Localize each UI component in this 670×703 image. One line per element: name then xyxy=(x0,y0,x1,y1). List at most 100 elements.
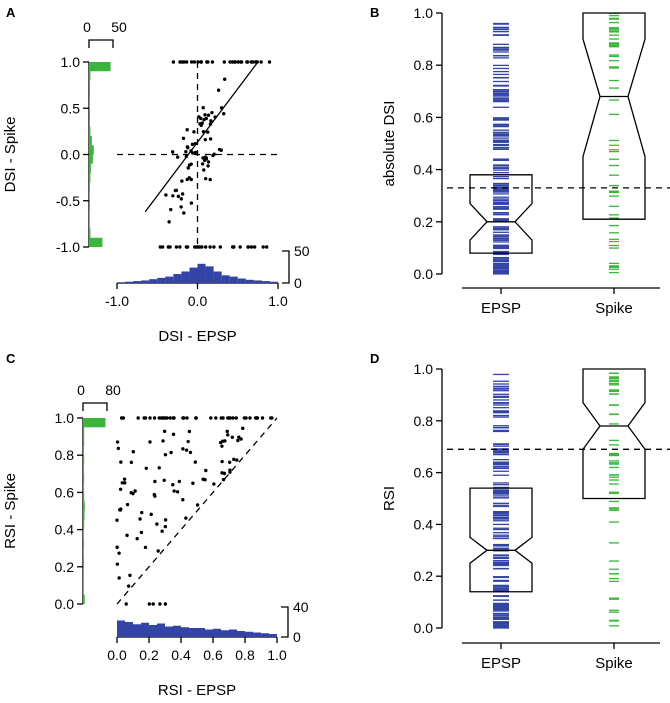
scatter-point xyxy=(147,602,152,606)
top-hist-bar xyxy=(245,279,254,283)
side-hist-bar xyxy=(89,237,103,247)
scatter-point xyxy=(184,516,188,520)
y-tick-label: 0.2 xyxy=(55,559,75,575)
scatter-point xyxy=(184,245,189,249)
top-hist-bar xyxy=(141,622,149,637)
side-hist-bar xyxy=(89,117,90,127)
side-hist-bar xyxy=(83,427,85,437)
top-hist-bar xyxy=(189,267,198,283)
scatter-point xyxy=(230,435,235,439)
category-label: Spike xyxy=(595,655,633,672)
scatter-point xyxy=(186,166,190,170)
category-label: Spike xyxy=(595,300,633,317)
scatter-point xyxy=(118,508,123,512)
side-hist-bar xyxy=(89,80,90,90)
scatter-point xyxy=(208,245,212,249)
top-hist-tick-label: 40 xyxy=(293,599,309,615)
side-hist-bar xyxy=(83,418,106,428)
scatter-point xyxy=(206,113,211,117)
scatter-point xyxy=(115,562,120,566)
scatter-point xyxy=(118,487,123,492)
top-hist-bar xyxy=(221,275,230,283)
y-tick-label: 0.5 xyxy=(61,100,81,116)
scatter-point xyxy=(188,450,193,455)
scatter-point xyxy=(193,460,198,464)
top-hist-bar xyxy=(205,266,214,283)
scatter-point xyxy=(191,481,195,485)
scatter-point xyxy=(133,489,137,493)
scatter-point xyxy=(122,477,127,481)
scatter-point xyxy=(163,453,168,457)
scatter-point xyxy=(116,446,121,451)
x-axis-title: DSI - EPSP xyxy=(158,328,236,345)
scatter-point xyxy=(179,205,183,209)
scatter-point xyxy=(222,60,226,64)
x-tick-label: 0.6 xyxy=(203,647,223,663)
scatter-point xyxy=(203,113,207,117)
scatter-point xyxy=(180,179,184,183)
scatter-point xyxy=(222,112,226,116)
top-hist-bar xyxy=(165,276,174,283)
side-hist-bar xyxy=(83,436,85,446)
scatter-point xyxy=(204,156,209,160)
top-hist-bar xyxy=(173,274,182,283)
side-hist-bar xyxy=(89,163,91,173)
y-tick-label: 0.8 xyxy=(55,447,75,463)
top-hist-bar xyxy=(229,629,237,637)
x-tick-label: 0.2 xyxy=(139,647,159,663)
x-tick-label: 1.0 xyxy=(267,647,287,663)
top-hist-bar xyxy=(133,281,142,283)
scatter-point xyxy=(232,457,236,462)
top-hist-bar xyxy=(197,628,205,637)
scatter-point xyxy=(213,115,217,119)
top-hist-bar xyxy=(133,624,141,637)
scatter-point xyxy=(139,530,144,535)
scatter-point xyxy=(221,477,226,482)
scatter-point xyxy=(248,416,252,420)
scatter-point xyxy=(267,60,272,64)
scatter-point xyxy=(201,156,205,160)
category-label: EPSP xyxy=(481,655,521,672)
scatter-point xyxy=(131,450,135,454)
scatter-point xyxy=(163,524,168,529)
scatter-point xyxy=(187,429,192,434)
top-hist-bar xyxy=(117,282,126,283)
side-hist-bar xyxy=(89,136,92,146)
scatter-point xyxy=(246,245,250,249)
unity-line xyxy=(116,417,278,605)
scatter-point xyxy=(171,194,175,198)
side-hist-bar xyxy=(89,210,90,220)
side-hist-tick-label: 80 xyxy=(105,382,121,398)
top-hist-bar xyxy=(269,634,277,637)
y-tick-label: 1.0 xyxy=(414,5,434,21)
scatter-point xyxy=(115,518,119,522)
scatter-point xyxy=(163,518,168,522)
scatter-point xyxy=(226,433,230,437)
scatter-point xyxy=(158,602,162,606)
scatter-point xyxy=(234,416,238,420)
scatter-point xyxy=(167,220,171,224)
scatter-point xyxy=(227,416,231,420)
top-hist-bar xyxy=(261,281,270,283)
scatter-point xyxy=(125,502,130,507)
scatter-point xyxy=(160,529,164,533)
x-tick-label: 0.4 xyxy=(171,647,191,663)
y-tick-label: 0.2 xyxy=(414,568,434,584)
top-hist-bar xyxy=(173,625,181,637)
side-hist-bar xyxy=(83,576,84,586)
scatter-point xyxy=(206,164,210,168)
y-axis-title: absolute DSI xyxy=(381,101,398,187)
scatter-point xyxy=(172,489,176,493)
scatter-point xyxy=(231,245,236,249)
x-tick-label: 0.0 xyxy=(188,293,208,309)
panel-label-d: D xyxy=(370,351,379,366)
side-hist-bar xyxy=(83,455,85,465)
y-tick-label: 0.2 xyxy=(414,214,434,230)
y-tick-label: 0.0 xyxy=(55,596,75,612)
top-hist-bar xyxy=(237,278,246,283)
scatter-point xyxy=(175,490,180,494)
scatter-point xyxy=(199,60,203,64)
top-hist-bar xyxy=(117,620,125,637)
scatter-point xyxy=(202,118,206,122)
